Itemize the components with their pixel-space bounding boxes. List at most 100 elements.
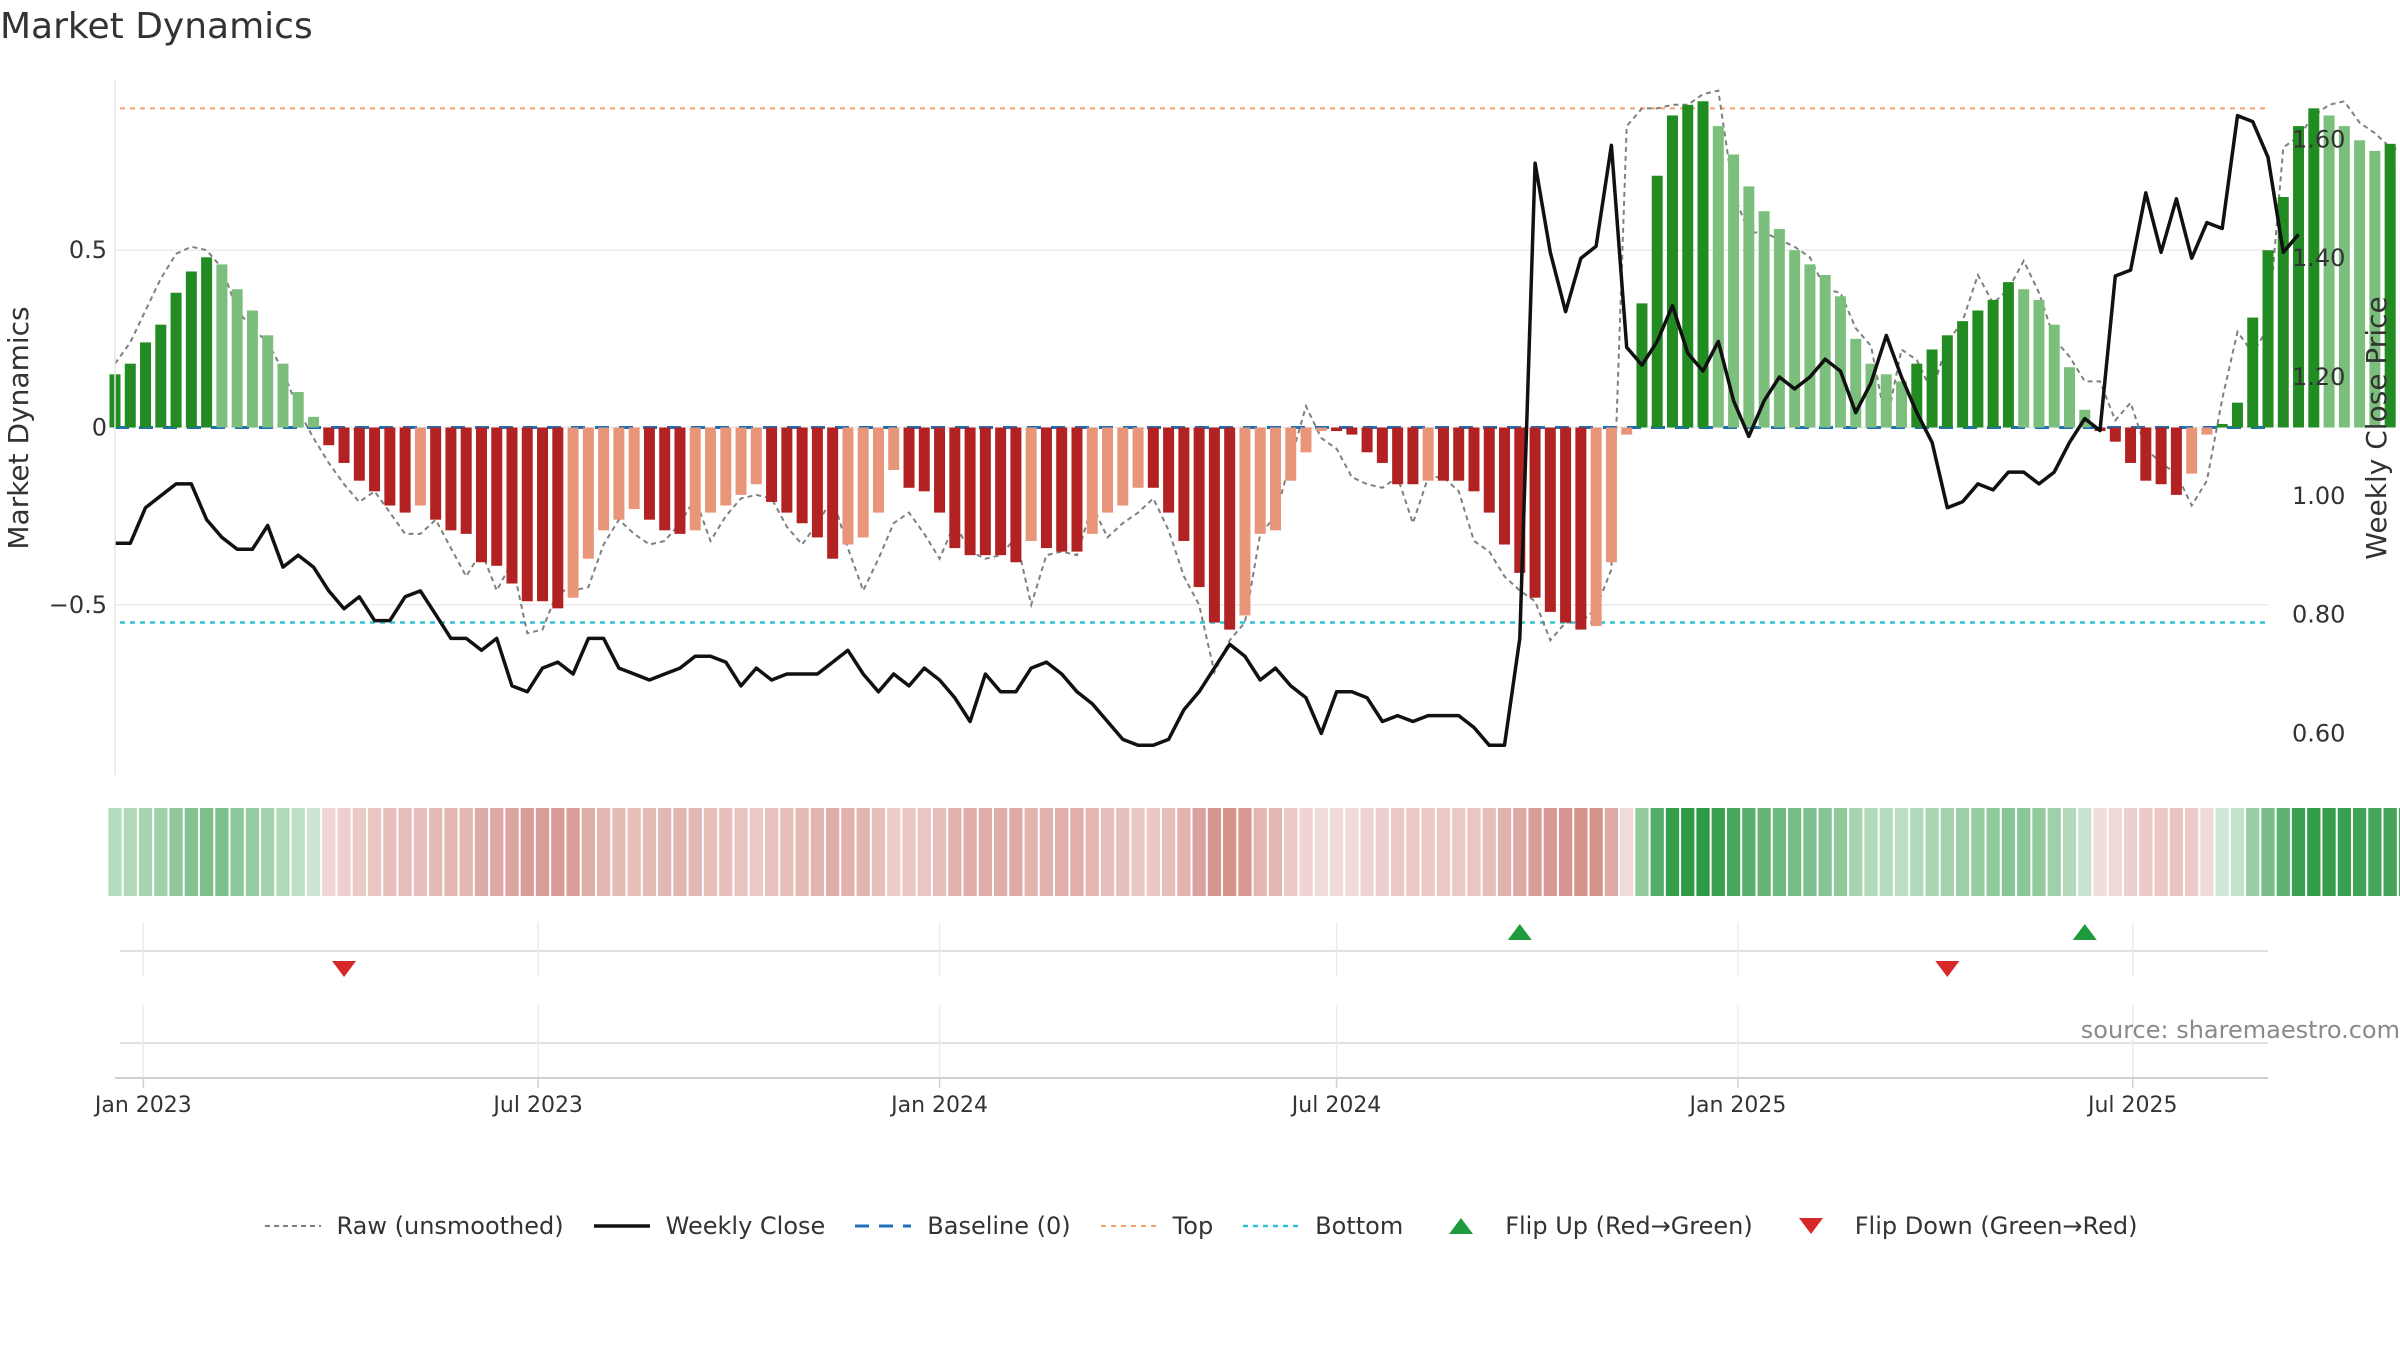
bar [2247,317,2259,428]
regime-cell [993,808,1008,896]
chart-title: Market Dynamics [0,6,313,47]
regime-cell [383,808,397,896]
regime-cell [520,808,534,896]
bar [1025,427,1037,541]
bar [1865,363,1877,428]
regime-cell [1070,808,1084,896]
regime-cell [2200,808,2214,896]
regime-cell [2017,808,2031,896]
x-tick-label: Jul 2024 [1290,1093,1382,1118]
regime-cell [596,808,611,896]
regime-cell [2261,808,2275,896]
bar [1254,427,1266,534]
bar [506,427,518,584]
regime-cell [841,808,855,896]
legend-item: Raw (unsmoothed) [263,1212,564,1240]
legend-swatch [855,1224,912,1228]
regime-cell [2291,808,2306,896]
bar [1575,427,1587,630]
regime-cell [749,808,763,896]
bar [1376,427,1388,463]
regime-cell [474,808,489,896]
y-tick-label-right: 0.60 [2292,719,2345,747]
y-tick-label-right: 0.80 [2292,601,2345,629]
regime-cell [199,808,214,896]
regime-cell [978,808,992,896]
raw-series [114,89,2400,676]
flip-up-marker [2072,924,2097,940]
bar [2231,402,2243,428]
bar [964,427,976,556]
regime-cell [1345,808,1359,896]
source-credit: source: sharemaestro.com [2080,1016,2400,1044]
bar [1941,335,1953,428]
bar [1269,427,1281,531]
regime-cell [1131,808,1145,896]
bar [2140,427,2152,481]
bar [674,427,686,534]
bar [2002,282,2014,428]
regime-cell [734,808,748,896]
regime-cell [1681,808,1695,896]
bar [1666,115,1678,428]
bar [1056,427,1068,552]
regime-cell [1803,808,1817,896]
bar [475,427,487,563]
bar [2186,427,2198,474]
bar [949,427,961,549]
bar [1331,427,1343,432]
regime-cell [1406,808,1420,896]
weekly-close-line [115,113,2300,748]
regime-cell [1971,808,1985,896]
regime-cell [1100,808,1115,896]
bar [1682,104,1694,428]
regime-cell [459,808,473,896]
bar [1529,427,1541,598]
regime-cell [215,808,229,896]
regime-cell [1039,808,1054,896]
gridlines [115,249,2268,606]
regime-cell [1284,808,1298,896]
regime-cell [627,808,641,896]
regime-cell [352,808,366,896]
bar [491,427,503,566]
regime-cell [887,808,901,896]
regime-cell [2032,808,2046,896]
bar [262,335,274,428]
bar [1483,427,1495,513]
bar [1071,427,1083,552]
bar [2354,140,2366,428]
regime-cell [2322,808,2336,896]
bar [613,427,625,520]
bar [659,427,671,531]
bar [353,427,365,481]
bar [537,427,549,602]
regime-cell [2185,808,2199,896]
x-tick-label: Jul 2023 [491,1093,583,1118]
regime-cell [856,808,870,896]
regime-cell [642,808,657,896]
bar [460,427,472,534]
y-tick-label-left: 0 [92,414,107,442]
regime-cell [581,808,595,896]
regime-cell [1757,808,1771,896]
regime-cell [1360,808,1374,896]
bar [552,427,564,609]
bar [277,363,289,428]
bar [1651,175,1663,428]
y-tick-label-right: 1.20 [2292,363,2345,391]
bar [1102,427,1114,513]
bar [1926,349,1938,428]
bar [1040,427,1052,549]
bar [995,427,1007,556]
regime-cell [291,808,305,896]
regime-cell [1833,808,1848,896]
regime-cell [337,808,351,896]
regime-cell [398,808,412,896]
bar [1346,427,1358,435]
bar [1972,310,1984,428]
regime-cell [505,808,519,896]
regime-cell [1223,808,1237,896]
bar [170,292,182,428]
